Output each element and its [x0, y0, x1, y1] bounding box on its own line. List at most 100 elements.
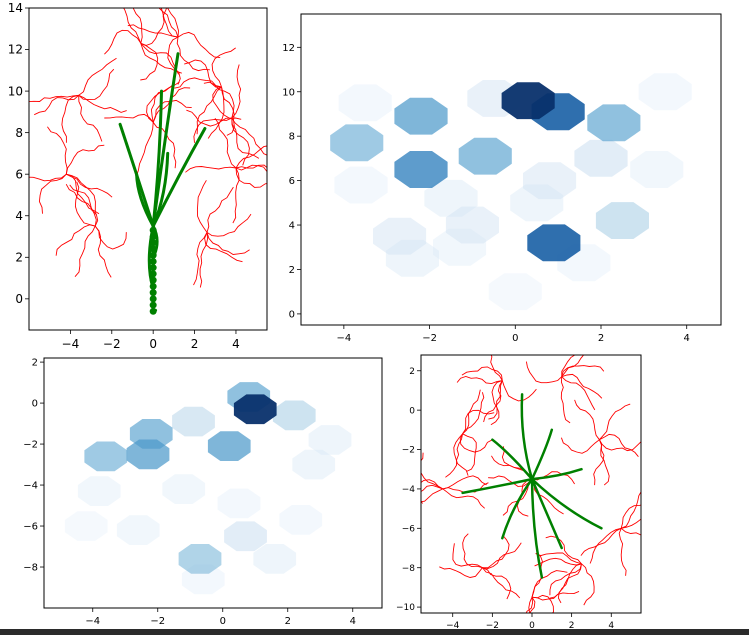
side-tree-red-branch [132, 8, 143, 44]
top-tree-red-branch [442, 488, 486, 509]
top-tree-red-branch [525, 361, 563, 384]
top-tree-y-tick-label: −8 [402, 564, 416, 574]
side-tree-red-branch [29, 94, 79, 102]
side-tree-y-tick-label: 0 [15, 292, 23, 306]
side-tree-red-branch [185, 166, 237, 173]
side-tree-red-branch [104, 113, 154, 123]
side-tree-red-branch [235, 164, 267, 173]
side-tree-trunk-marker [149, 251, 157, 259]
top-tree-red-branch [421, 479, 444, 504]
hex-xy-y-tick-label: 10 [282, 87, 295, 98]
hex-xy-x-tick-label: 0 [512, 333, 518, 344]
hex-xz-hexbin-cell [207, 431, 251, 461]
side-tree-red-branch [66, 173, 113, 198]
top-tree-red-branch [490, 380, 503, 426]
hex-xy-hexbin-cell [574, 139, 628, 177]
hex-xy-hexbin-cell [424, 179, 478, 217]
top-tree-red-branch [462, 392, 485, 435]
top-tree-y-tick-label: −10 [396, 603, 415, 613]
side-tree-y-tick-label: 2 [15, 250, 23, 264]
side-tree-red-branch [78, 68, 115, 101]
top-tree-axes-frame [420, 354, 642, 614]
hex-xz-hexbin-cell [292, 449, 336, 480]
top-tree-red-branch [561, 355, 585, 377]
top-tree-red-branch [561, 373, 603, 399]
top-tree-red-branch [531, 594, 554, 613]
side-tree-red-branch [212, 86, 242, 120]
side-tree-red-branch [65, 183, 97, 227]
hex-xy-y-tick-label: 12 [282, 43, 295, 54]
side-tree-red-branch [29, 173, 67, 182]
hex-xy-x-tick-label: 4 [684, 333, 690, 344]
side-tree-y-tick-label: 8 [15, 126, 23, 140]
side-tree-red-branch [146, 83, 175, 123]
side-tree-x-tick-label: 0 [149, 337, 157, 351]
top-tree-red-branch [462, 533, 483, 569]
side-tree-red-branch [94, 225, 112, 278]
hex-xz-x-tick-label: 2 [285, 616, 291, 627]
side-tree-trunk-marker [149, 282, 157, 290]
top-tree-red-branch [535, 552, 582, 565]
top-tree-red-branch [620, 527, 641, 536]
top-tree-y-tick-label: 0 [409, 406, 415, 416]
hex-xy-hexbin-cell [373, 217, 427, 255]
side-tree-trunk-marker [149, 301, 157, 309]
side-tree-red-branch [207, 86, 225, 139]
side-tree-red-branch [140, 42, 180, 75]
side-tree-trunk-marker [149, 239, 157, 247]
side-tree-red-branch [196, 180, 208, 233]
side-tree-red-branch [235, 164, 267, 169]
side-tree-trunk-marker [149, 270, 157, 278]
side-tree-trunk-marker [149, 245, 157, 253]
side-tree-red-branch [34, 94, 79, 116]
side-tree-red-branch [55, 224, 96, 256]
hex-xy-y-tick-label: 6 [289, 176, 295, 187]
hex-xz-y-tick-label: 0 [32, 399, 38, 410]
side-tree-red-branch [176, 37, 210, 72]
top-tree-red-branch [525, 597, 534, 613]
side-tree-red-branch [135, 122, 154, 177]
hex-xz-x-tick-label: 4 [350, 616, 356, 627]
top-tree-red-branch [560, 437, 600, 454]
side-tree-red-branch [196, 86, 222, 135]
side-tree-red-branch [235, 167, 267, 188]
hex-xy-hexbin-cell [630, 151, 684, 188]
side-tree-red-branch [158, 8, 179, 38]
side-tree-red-branch [78, 95, 103, 142]
hex-xy-hexbin-cell [638, 73, 692, 111]
hex-xy-hexbin-cell [458, 137, 512, 175]
hex-xz-x-tick-label: −2 [150, 616, 165, 627]
top-tree-red-branch [421, 488, 443, 503]
hex-xy-hexbin-cell [445, 206, 499, 244]
hex-xy-hexbin-cell [338, 84, 392, 122]
side-tree-red-branch [232, 167, 240, 224]
side-tree-red-branch [231, 64, 242, 119]
top-tree-red-branch [421, 484, 443, 493]
hex-xz-hexbin-cell [308, 425, 352, 455]
top-tree-green-branch [520, 393, 534, 481]
top-tree-red-branch [561, 365, 605, 377]
top-tree-red-branch [488, 380, 503, 420]
side-tree-y-tick-label: 10 [8, 84, 23, 98]
top-tree-red-branch [442, 482, 489, 493]
hex-xz-hexbin-cell [272, 400, 316, 431]
hex-xz-hexbin-cell [178, 544, 222, 574]
hex-xz-y-tick-label: 2 [32, 358, 38, 369]
hex-xz-hexbin-cell [224, 521, 267, 552]
hex-xy-hexbin-cell [510, 184, 564, 222]
side-tree-red-branch [203, 81, 235, 119]
top-tree-red-branch [462, 409, 495, 435]
hex-xy-hexbin-cell [523, 162, 577, 200]
top-tree-x-tick-label: 0 [529, 621, 535, 631]
top-tree-red-branch [482, 542, 522, 569]
top-tree-red-branch [462, 389, 481, 435]
side-tree-red-branch [177, 31, 221, 59]
top-tree-red-branch [561, 376, 596, 411]
hex-xy-y-tick-label: 0 [289, 309, 295, 320]
side-tree-red-branch [231, 118, 250, 166]
side-tree-trunk-marker [149, 264, 157, 272]
hex-xy-hexbin-cell [501, 82, 555, 120]
side-tree-trunk-marker [149, 233, 157, 241]
side-tree-red-branch [140, 8, 167, 46]
side-tree-red-branch [206, 232, 250, 255]
